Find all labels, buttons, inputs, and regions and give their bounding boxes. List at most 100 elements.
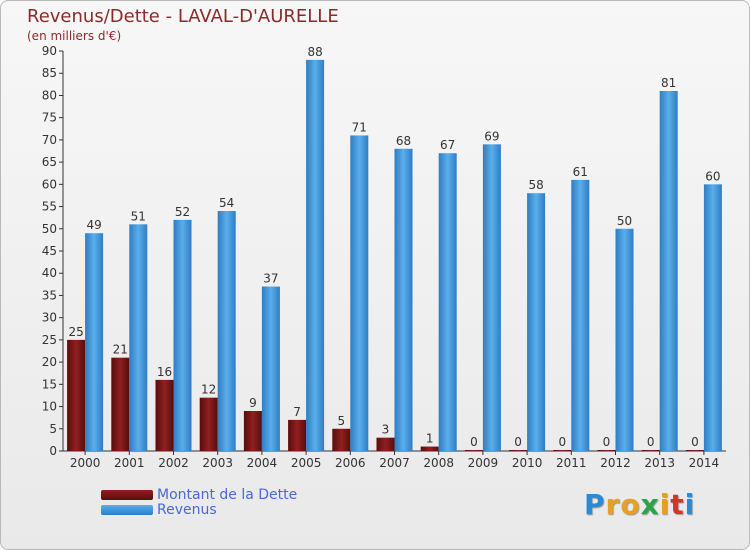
data-label-revenus: 50: [617, 214, 632, 228]
bar-revenus: [659, 91, 678, 451]
data-label-dette: 12: [201, 383, 216, 397]
data-label-dette: 7: [293, 405, 301, 419]
logo-letter: r: [605, 488, 621, 521]
data-label-dette: 0: [647, 435, 655, 449]
y-tick-label: 30: [42, 311, 57, 325]
data-label-dette: 5: [337, 414, 345, 428]
x-tick-label: 2009: [468, 456, 499, 470]
y-tick-label: 0: [49, 444, 57, 458]
data-label-dette: 9: [249, 396, 257, 410]
legend-label-debt: Montant de la Dette: [157, 487, 298, 503]
bar-revenus: [482, 144, 501, 452]
x-tick-label: 2000: [70, 456, 101, 470]
data-label-revenus: 49: [86, 218, 101, 232]
x-tick-label: 2005: [291, 456, 322, 470]
bar-dette: [553, 450, 572, 451]
bar-dette: [464, 450, 483, 451]
data-label-revenus: 69: [484, 129, 499, 143]
bar-dette: [509, 450, 528, 451]
data-label-dette: 21: [113, 343, 128, 357]
data-label-revenus: 58: [528, 178, 543, 192]
data-label-revenus: 71: [352, 120, 367, 134]
logo-letter: i: [659, 488, 671, 521]
data-label-revenus: 37: [263, 272, 278, 286]
y-tick-label: 80: [42, 88, 57, 102]
bar-revenus: [703, 184, 722, 452]
y-tick-label: 65: [42, 155, 57, 169]
bar-revenus: [350, 135, 369, 451]
data-label-dette: 0: [470, 435, 478, 449]
proxiti-logo: Proxiti: [584, 488, 695, 521]
y-tick-label: 25: [42, 333, 57, 347]
y-tick-label: 5: [49, 422, 57, 436]
data-label-revenus: 60: [705, 169, 720, 183]
bar-dette: [376, 437, 395, 451]
y-tick-label: 55: [42, 200, 57, 214]
data-label-revenus: 81: [661, 76, 676, 90]
y-tick-label: 15: [42, 377, 57, 391]
y-tick-label: 10: [42, 400, 57, 414]
legend-label-revenus: Revenus: [157, 502, 217, 518]
x-tick-label: 2001: [114, 456, 145, 470]
bar-revenus: [217, 211, 236, 451]
bar-dette: [288, 419, 307, 451]
x-tick-label: 2014: [689, 456, 720, 470]
y-tick-label: 90: [42, 44, 57, 58]
x-tick-label: 2012: [600, 456, 631, 470]
x-tick-label: 2003: [202, 456, 233, 470]
y-tick-label: 70: [42, 133, 57, 147]
x-tick-label: 2008: [423, 456, 454, 470]
data-label-dette: 1: [426, 432, 434, 446]
bar-dette: [420, 446, 439, 451]
x-tick-label: 2002: [158, 456, 189, 470]
data-label-revenus: 52: [175, 205, 190, 219]
data-label-revenus: 68: [396, 134, 411, 148]
x-tick-label: 2011: [556, 456, 587, 470]
data-label-dette: 0: [691, 435, 699, 449]
bar-revenus: [261, 286, 280, 451]
data-label-dette: 0: [514, 435, 522, 449]
bar-dette: [597, 450, 616, 451]
y-tick-label: 40: [42, 266, 57, 280]
x-tick-label: 2006: [335, 456, 366, 470]
x-tick-label: 2010: [512, 456, 543, 470]
data-label-revenus: 67: [440, 138, 455, 152]
bar-dette: [199, 397, 218, 451]
legend-swatch-debt: [101, 490, 153, 500]
bar-dette: [111, 357, 130, 451]
bar-revenus: [394, 148, 413, 451]
bar-dette: [332, 428, 351, 451]
data-label-dette: 25: [68, 325, 83, 339]
chart-subtitle: (en milliers d'€): [27, 29, 122, 43]
data-label-revenus: 51: [131, 209, 146, 223]
bar-dette: [155, 379, 174, 451]
data-label-dette: 3: [382, 423, 390, 437]
data-label-revenus: 61: [573, 165, 588, 179]
y-tick-label: 20: [42, 355, 57, 369]
bar-revenus: [85, 233, 104, 451]
bar-dette: [243, 411, 262, 451]
bar-revenus: [615, 228, 634, 451]
bar-revenus: [129, 224, 148, 451]
x-tick-label: 2007: [379, 456, 410, 470]
y-tick-label: 50: [42, 222, 57, 236]
logo-letter: o: [620, 488, 641, 521]
bar-dette: [685, 450, 704, 451]
x-tick-label: 2013: [644, 456, 675, 470]
data-label-dette: 16: [157, 365, 172, 379]
logo-letter: x: [640, 488, 660, 521]
bar-revenus: [438, 153, 457, 451]
y-tick-label: 85: [42, 66, 57, 80]
bar-revenus: [173, 219, 192, 451]
data-label-dette: 0: [603, 435, 611, 449]
chart-title: Revenus/Dette - LAVAL-D'AURELLE: [27, 6, 339, 27]
logo-letter: P: [584, 488, 606, 521]
bar-revenus: [527, 193, 546, 451]
y-tick-label: 45: [42, 244, 57, 258]
legend-swatch-revenus: [101, 505, 153, 515]
y-tick-label: 75: [42, 111, 57, 125]
bar-revenus: [306, 59, 325, 452]
bar-dette: [641, 450, 660, 451]
legend-item-debt: Montant de la Dette: [101, 487, 297, 503]
